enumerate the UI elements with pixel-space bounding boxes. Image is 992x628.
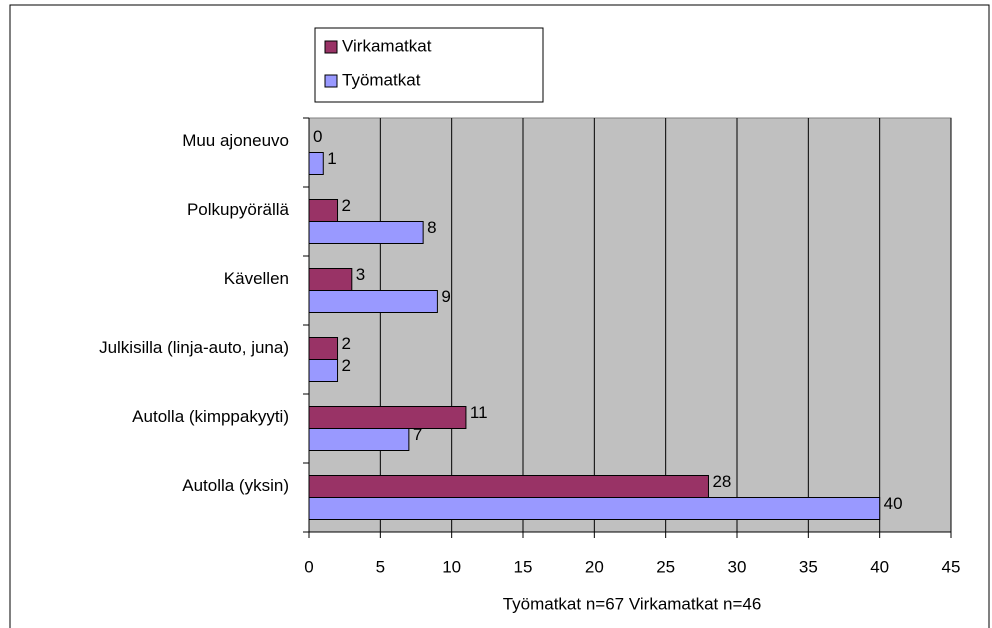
y-tick-label: Autolla (yksin) xyxy=(182,476,289,495)
bar xyxy=(308,428,410,451)
y-tick-label: Muu ajoneuvo xyxy=(182,131,289,150)
data-label: 28 xyxy=(712,472,731,491)
legend-swatch xyxy=(324,74,338,88)
x-tick-label: 20 xyxy=(585,557,604,576)
x-tick-label: 25 xyxy=(656,557,675,576)
data-label: 2 xyxy=(342,196,351,215)
x-tick-label: 40 xyxy=(870,557,889,576)
y-tick-label: Autolla (kimppakyyti) xyxy=(132,407,289,426)
bar xyxy=(308,406,467,429)
data-label: 11 xyxy=(470,403,488,422)
data-label: 2 xyxy=(342,334,351,353)
y-tick-label: Kävellen xyxy=(224,269,289,288)
x-tick-label: 10 xyxy=(442,557,461,576)
plot-area xyxy=(308,117,952,533)
x-tick-label: 15 xyxy=(514,557,533,576)
bar xyxy=(308,268,353,291)
data-label: 0 xyxy=(313,127,322,146)
data-label: 3 xyxy=(356,265,365,284)
legend-label: Työmatkat xyxy=(342,70,421,89)
data-label: 2 xyxy=(342,356,351,375)
legend-label: Virkamatkat xyxy=(342,36,432,55)
x-axis-label: Työmatkat n=67 Virkamatkat n=46 xyxy=(503,594,762,613)
y-tick-label: Julkisilla (linja-auto, juna) xyxy=(99,338,289,357)
x-tick-label: 45 xyxy=(942,557,961,576)
bar xyxy=(308,337,339,360)
legend-swatch xyxy=(324,40,338,54)
bar xyxy=(308,152,324,175)
data-label: 7 xyxy=(413,425,422,444)
x-tick-label: 5 xyxy=(376,557,385,576)
bar xyxy=(308,475,709,498)
y-tick-label: Polkupyörällä xyxy=(187,200,290,219)
data-label: 40 xyxy=(884,494,903,513)
bar xyxy=(308,359,339,382)
x-tick-label: 0 xyxy=(304,557,313,576)
data-label: 8 xyxy=(427,218,436,237)
x-tick-label: 30 xyxy=(728,557,747,576)
bar xyxy=(308,497,881,520)
bar xyxy=(308,199,339,222)
legend-box xyxy=(314,27,544,103)
bar xyxy=(308,221,424,244)
data-label: 1 xyxy=(327,149,336,168)
x-tick-label: 35 xyxy=(799,557,818,576)
bar xyxy=(308,290,438,313)
data-label: 9 xyxy=(441,287,450,306)
